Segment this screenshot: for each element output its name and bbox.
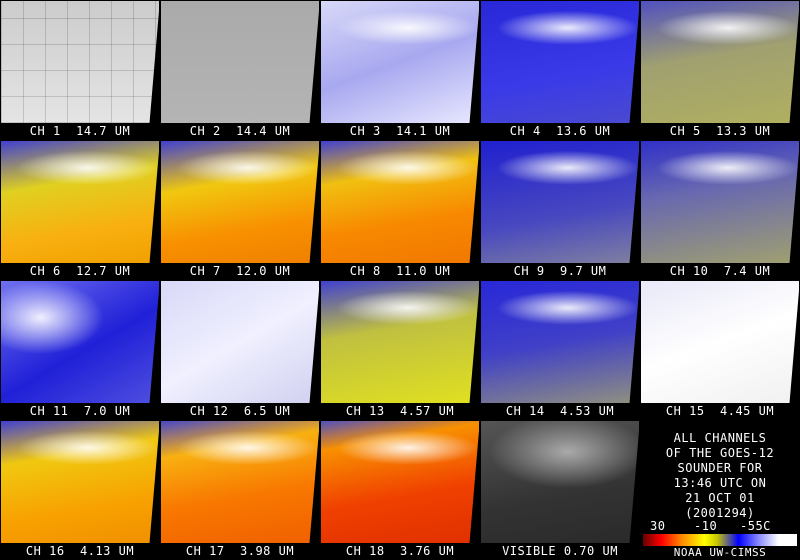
credit: NOAA UW-CIMSS — [673, 546, 767, 559]
panel: CH 12 6.5 UM — [161, 281, 319, 419]
panel: CH 2 14.4 UM — [161, 1, 319, 139]
scale-label: -10 — [694, 519, 718, 533]
panel-label: CH 18 3.76 UM — [345, 544, 455, 558]
panel: CH 6 12.7 UM — [1, 141, 159, 279]
panel-image — [161, 281, 319, 403]
panel: CH 16 4.13 UM — [1, 421, 159, 559]
panel: CH 9 9.7 UM — [481, 141, 639, 279]
panel-label: CH 5 13.3 UM — [669, 124, 771, 138]
panel: CH 3 14.1 UM — [321, 1, 479, 139]
info-line: 13:46 UTC ON — [673, 476, 767, 490]
panel-image — [641, 1, 799, 123]
panel: CH 8 11.0 UM — [321, 141, 479, 279]
panel-label: CH 12 6.5 UM — [189, 404, 291, 418]
panel-image — [321, 281, 479, 403]
panel-label: CH 1 14.7 UM — [29, 124, 131, 138]
info-line: SOUNDER FOR — [677, 461, 763, 475]
panel: CH 14 4.53 UM — [481, 281, 639, 419]
panel-image — [1, 141, 159, 263]
info-line: ALL CHANNELS — [673, 431, 767, 445]
panel-image — [641, 281, 799, 403]
panel-label: CH 10 7.4 UM — [669, 264, 771, 278]
panel: VISIBLE 0.70 UM — [481, 421, 639, 559]
panel-image — [1, 281, 159, 403]
panel: CH 17 3.98 UM — [161, 421, 319, 559]
scale-label: -55C — [740, 519, 771, 533]
panel-label: CH 8 11.0 UM — [349, 264, 451, 278]
panel: CH 18 3.76 UM — [321, 421, 479, 559]
panel-image — [161, 421, 319, 543]
panel-label: CH 13 4.57 UM — [345, 404, 455, 418]
panel-image — [321, 1, 479, 123]
panel-image — [481, 1, 639, 123]
panel-image — [481, 281, 639, 403]
panel-image — [481, 421, 639, 543]
panel-image — [481, 141, 639, 263]
panel-label: CH 9 9.7 UM — [513, 264, 607, 278]
panel-label: CH 7 12.0 UM — [189, 264, 291, 278]
panel: CH 15 4.45 UM — [641, 281, 799, 419]
info-line: 21 OCT 01 — [685, 491, 755, 505]
panel: CH 13 4.57 UM — [321, 281, 479, 419]
panel-image — [161, 141, 319, 263]
panel-image — [1, 1, 159, 123]
info-line: OF THE GOES-12 — [665, 446, 775, 460]
panel-image — [1, 421, 159, 543]
panel-label: CH 11 7.0 UM — [29, 404, 131, 418]
panel-label: CH 3 14.1 UM — [349, 124, 451, 138]
panel-image — [641, 141, 799, 263]
scale-label: 30 — [650, 519, 666, 533]
panel: CH 11 7.0 UM — [1, 281, 159, 419]
color-bar — [643, 534, 797, 546]
panel-label: CH 15 4.45 UM — [665, 404, 775, 418]
panel-label: CH 6 12.7 UM — [29, 264, 131, 278]
panel-label: VISIBLE 0.70 UM — [502, 544, 618, 558]
info-line: (2001294) — [685, 506, 755, 520]
panel: CH 5 13.3 UM — [641, 1, 799, 139]
panel: CH 10 7.4 UM — [641, 141, 799, 279]
panel-image — [161, 1, 319, 123]
panel-label: CH 16 4.13 UM — [25, 544, 135, 558]
panel: CH 1 14.7 UM — [1, 1, 159, 139]
panel-label: CH 2 14.4 UM — [189, 124, 291, 138]
panel-label: CH 17 3.98 UM — [185, 544, 295, 558]
panel: CH 7 12.0 UM — [161, 141, 319, 279]
panel-label: CH 14 4.53 UM — [505, 404, 615, 418]
panel-image — [321, 141, 479, 263]
panel-label: CH 4 13.6 UM — [509, 124, 611, 138]
panel: CH 4 13.6 UM — [481, 1, 639, 139]
panel-image — [321, 421, 479, 543]
